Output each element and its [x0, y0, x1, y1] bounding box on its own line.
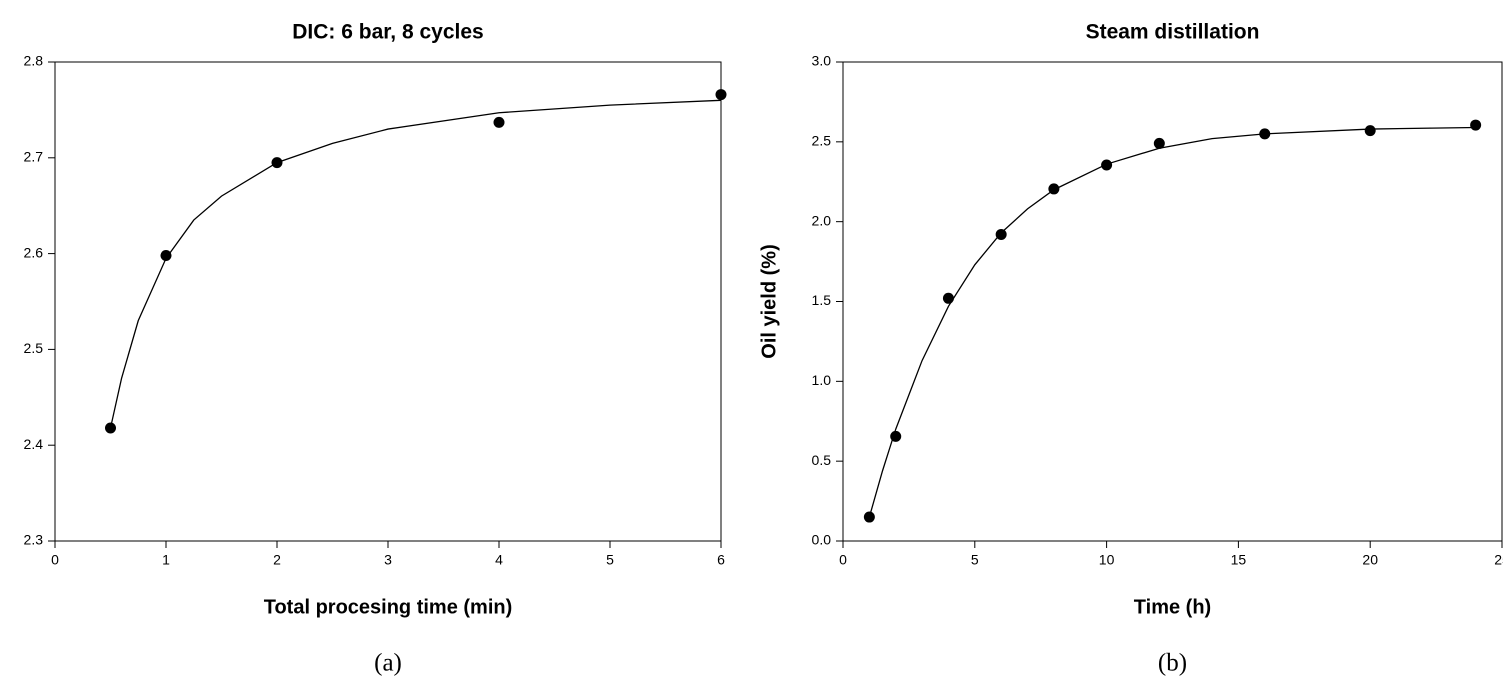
plot-frame — [54, 61, 722, 542]
x-tick-label: 15 — [1231, 552, 1247, 568]
y-tick-label: 1.0 — [812, 372, 832, 388]
data-point — [1364, 125, 1376, 137]
caption: (b) — [1158, 650, 1187, 677]
x-tick-label: 3 — [384, 552, 392, 568]
x-tick-label: 5 — [971, 552, 979, 568]
x-tick-label: 10 — [1099, 552, 1115, 568]
x-tick-label: 5 — [606, 552, 614, 568]
data-point — [160, 250, 172, 262]
y-tick-label: 2.3 — [24, 532, 44, 548]
y-tick-label: 2.8 — [24, 53, 44, 69]
x-axis-label: Total procesing time (min) — [264, 596, 513, 618]
y-tick-label: 2.4 — [24, 436, 44, 452]
plot-frame — [842, 61, 1503, 542]
data-point — [1153, 137, 1165, 149]
x-tick-label: 1 — [162, 552, 170, 568]
y-tick-label: 2.5 — [24, 340, 44, 356]
data-point — [493, 116, 505, 128]
y-tick-label: 2.0 — [812, 212, 832, 228]
y-tick-label: 2.5 — [812, 133, 832, 149]
chart-title: DIC: 6 bar, 8 cycles — [292, 21, 483, 44]
chart-title: Steam distillation — [1086, 21, 1260, 44]
x-tick-label: 4 — [495, 552, 503, 568]
y-tick-label: 0.0 — [812, 532, 832, 548]
y-tick-label: 3.0 — [812, 53, 832, 69]
x-tick-label: 0 — [51, 552, 59, 568]
x-tick-label: 2 — [273, 552, 281, 568]
data-point — [1470, 119, 1482, 131]
x-tick-label: 20 — [1362, 552, 1378, 568]
x-tick-label: 25 — [1494, 552, 1503, 568]
x-axis-label: Time (h) — [1134, 596, 1211, 618]
y-tick-label: 2.6 — [24, 244, 44, 260]
caption: (a) — [374, 650, 402, 677]
fit-curve — [868, 126, 1476, 518]
y-tick-label: 2.7 — [24, 149, 44, 165]
data-point — [942, 292, 954, 304]
data-point — [1101, 159, 1113, 171]
y-tick-label: 0.5 — [812, 452, 832, 468]
data-point — [715, 89, 727, 101]
x-tick-label: 6 — [717, 552, 725, 568]
y-axis-label: Oil yield (%) — [758, 244, 780, 358]
x-tick-label: 0 — [839, 552, 847, 568]
fit-curve — [109, 99, 722, 429]
y-tick-label: 1.5 — [812, 292, 832, 308]
